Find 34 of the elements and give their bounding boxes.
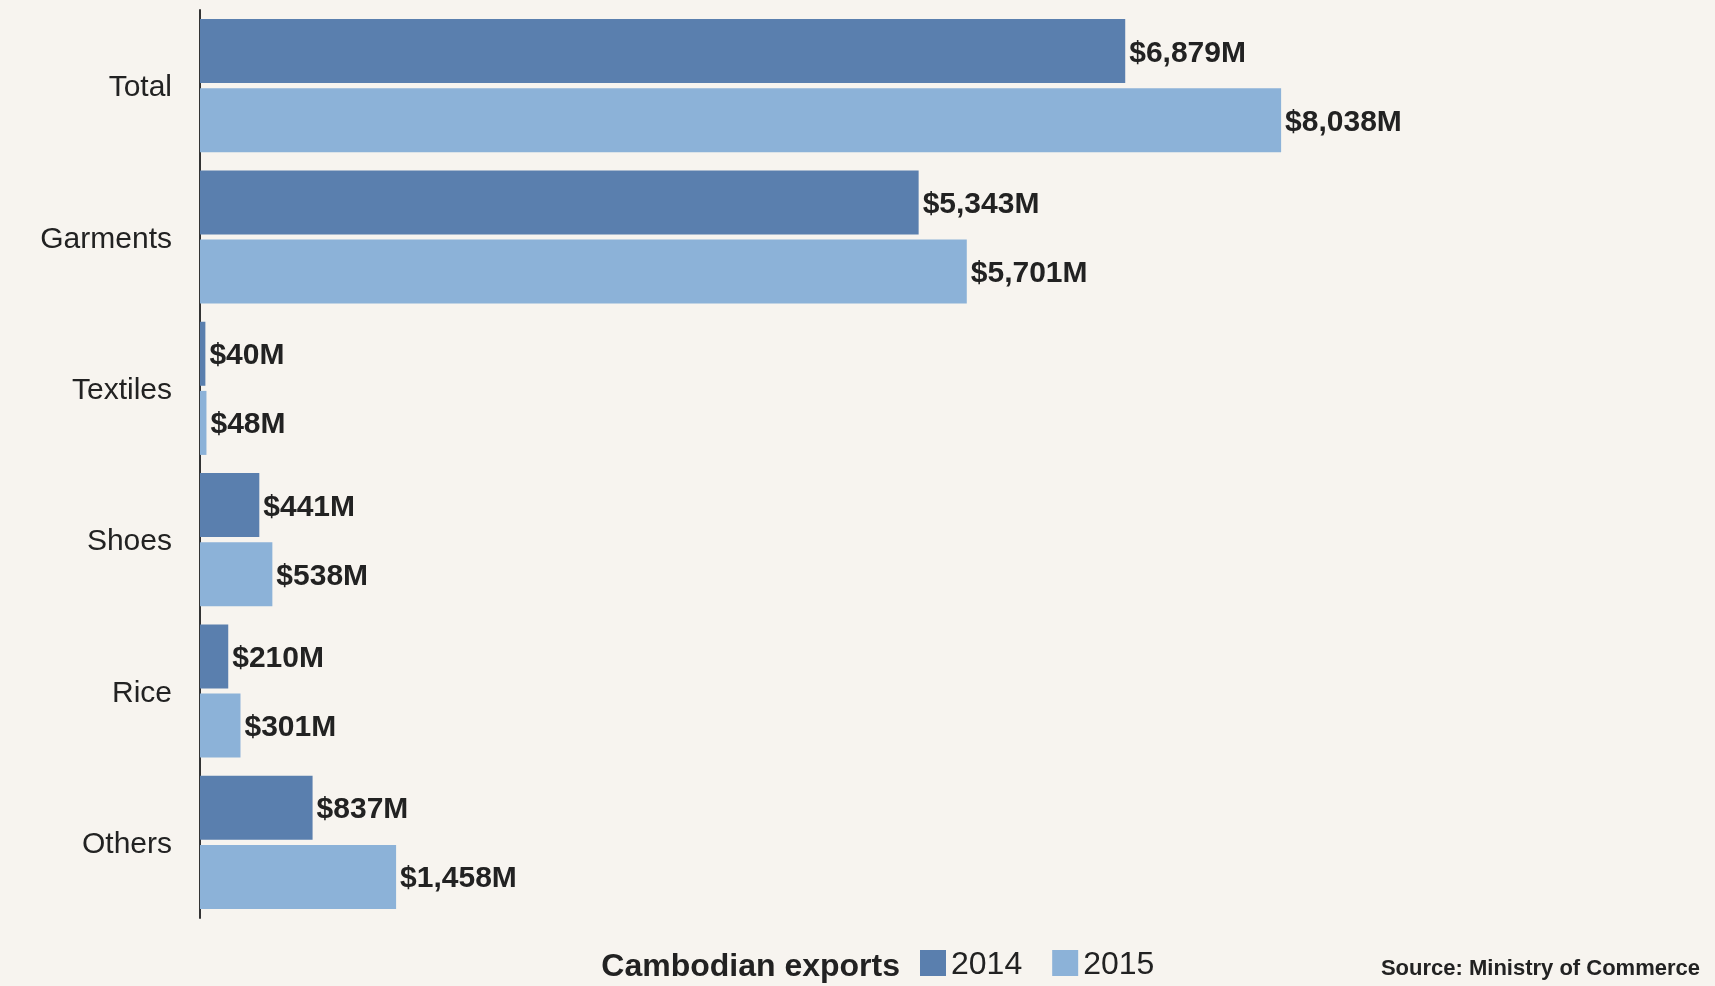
y-tick-label: Rice: [111, 674, 172, 708]
data-label: $1,458M: [400, 860, 517, 894]
data-label: $538M: [276, 557, 369, 591]
data-label: $5,343M: [922, 185, 1040, 219]
bar: [200, 239, 967, 304]
data-label: $40M: [209, 337, 285, 371]
y-tick-label: Shoes: [86, 523, 172, 557]
legend-label: 2014: [951, 945, 1023, 981]
data-label: $210M: [232, 639, 324, 673]
y-tick-label: Others: [81, 825, 172, 859]
data-label: $301M: [244, 709, 337, 743]
data-label: $441M: [263, 488, 356, 522]
bar: [200, 693, 241, 758]
source-note: Source: Ministry of Commerce: [1380, 954, 1700, 980]
bar: [200, 473, 260, 538]
bar: [200, 844, 397, 909]
legend-title: Cambodian exports: [601, 947, 900, 983]
bar: [200, 542, 273, 607]
bar: [200, 624, 229, 689]
y-tick-label: Total: [108, 69, 172, 103]
data-label: $48M: [210, 406, 286, 440]
bar: [200, 321, 206, 386]
bar: [200, 775, 313, 840]
bar: [200, 88, 1282, 153]
bar: [200, 19, 1126, 84]
y-tick-label: Garments: [40, 220, 172, 254]
data-label: $6,879M: [1129, 34, 1246, 68]
bar: [200, 390, 207, 455]
data-label: $837M: [316, 791, 409, 825]
data-label: $8,038M: [1285, 103, 1402, 137]
bar: [200, 170, 919, 235]
legend-label: 2015: [1083, 945, 1155, 981]
y-tick-label: Textiles: [71, 371, 172, 405]
data-label: $5,701M: [970, 255, 1088, 289]
